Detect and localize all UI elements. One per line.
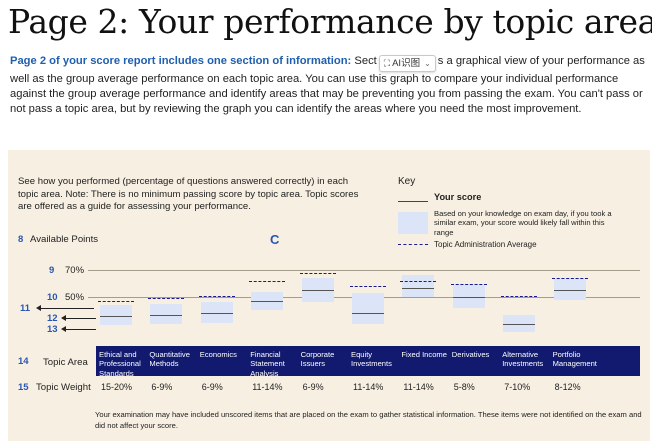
callout-10: 10 [47,292,58,303]
score-range-box [402,275,435,297]
score-range-box [301,278,334,303]
topic-weight: 5-8% [453,382,475,392]
intro-paragraph: Page 2 of your score report includes one… [10,54,646,117]
topic-name: Financial Statement Analysis [250,350,285,378]
key-score-label: Your score [434,192,482,202]
topic-weight: 11-14% [252,382,283,392]
topic-weight: 6-9% [151,382,173,392]
ai-image-recognition-button[interactable]: ⛶ AI识图 ⌄ [378,55,436,72]
key-range-swatch [398,212,428,234]
available-points-label: Available Points [30,234,99,245]
your-score-mark [100,315,132,317]
topic-name: Economics [199,350,237,359]
average-mark [299,272,336,274]
score-range-box [100,305,132,326]
chevron-down-icon[interactable]: ⌄ [424,59,431,68]
topic-weight: 11-14% [403,382,434,392]
callout-9: 9 [49,265,55,276]
your-score-mark [503,324,536,325]
topic-name: Corporate Issuers [300,350,335,369]
topic-band [96,346,640,376]
ai-chip-label: AI识图 [392,58,421,69]
topic-weight: 8-12% [554,382,581,392]
topic-name: Equity Investments [351,350,392,369]
topic-weight: 7-10% [504,382,531,392]
topic-name: Derivatives [451,350,490,359]
score-range-box [251,291,284,311]
callout-12: 12 [47,313,58,324]
callout-14: 14 [18,356,29,367]
score-range-box [452,283,485,308]
average-mark [450,283,487,285]
average-mark [350,286,386,288]
average-mark [249,280,286,282]
score-range-box [150,303,183,324]
arrow-11 [40,308,94,309]
tick-70: 70% [65,265,85,276]
reference-line-70 [88,270,640,271]
your-score-mark [402,287,435,289]
average-mark [198,295,235,297]
scan-icon: ⛶ [383,58,391,68]
footnote: Your examination may have included unsco… [95,410,642,431]
average-mark [148,298,185,300]
topic-name: Portfolio Management [552,350,597,369]
your-score-mark [251,301,284,303]
key-average-line [398,244,428,245]
intro-text-rest: s a graphical view of your performance a… [10,55,645,116]
your-score-mark [150,314,183,316]
key-title: Key [398,176,416,187]
average-mark [551,278,588,280]
key-range-description: Based on your knowledge on exam day, if … [434,209,612,237]
topic-weight: 6-9% [201,382,223,392]
your-score-mark [553,290,586,292]
your-score-mark [352,313,384,315]
arrow-12 [66,318,96,319]
arrow-13-head [61,326,66,332]
arrow-13 [66,329,96,330]
score-range-box [200,302,233,323]
your-score-mark [452,297,485,298]
callout-13: 13 [47,324,58,335]
callout-8: 8 [18,234,24,245]
average-mark [98,301,134,303]
report-instructions: See how you performed (percentage of que… [18,176,359,213]
score-range-box [553,278,586,300]
average-mark [400,280,437,282]
key-average-label: Topic Administration Average [434,240,537,249]
topic-name: Alternative Investments [502,350,544,369]
page-title: Page 2: Your performance by topic area [8,2,652,41]
average-mark [501,295,538,297]
intro-lead: Page 2 of your score report includes one… [10,55,352,67]
topic-area-label: Topic Area [43,357,88,368]
callout-11: 11 [20,303,31,314]
topic-name: Quantitative Methods [149,350,190,369]
topic-weight: 11-14% [353,382,384,392]
topic-name: Ethical and Professional Standards [99,350,141,378]
score-range-box [352,292,384,324]
arrow-11-head [36,305,41,311]
score-range-box [503,314,536,333]
topic-weight-label: Topic Weight [36,382,91,393]
tick-50: 50% [65,292,85,303]
topic-name: Fixed Income [401,350,447,359]
topic-weight: 6-9% [302,382,324,392]
arrow-12-head [61,315,66,321]
your-score-mark [301,290,334,292]
key-score-line [398,201,428,202]
topic-weight: 15-20% [101,382,133,392]
your-score-mark [200,313,233,315]
callout-15: 15 [18,382,29,393]
callout-c: C [270,232,280,247]
intro-text-start: Sect [351,55,377,67]
